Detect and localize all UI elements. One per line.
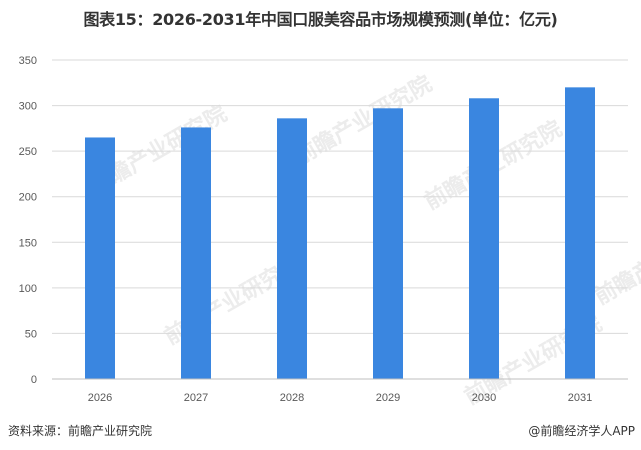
bar-chart: 前瞻产业研究院前瞻产业研究院前瞻产业研究院前瞻产业研究院前瞻产业研究院前瞻产业研… bbox=[19, 55, 641, 411]
y-tick-label: 150 bbox=[19, 237, 37, 249]
bar-2027 bbox=[181, 127, 211, 380]
bar-2030 bbox=[469, 98, 499, 379]
y-tick-label: 100 bbox=[19, 283, 37, 295]
y-tick-label: 350 bbox=[19, 55, 37, 67]
x-tick-label: 2026 bbox=[88, 392, 112, 404]
x-tick-label: 2029 bbox=[376, 392, 400, 404]
watermark-layer: 前瞻产业研究院前瞻产业研究院前瞻产业研究院前瞻产业研究院前瞻产业研究院前瞻产业研… bbox=[85, 71, 641, 411]
y-tick-label: 300 bbox=[19, 101, 37, 113]
watermark-text: 前瞻产业研究院 bbox=[590, 211, 641, 311]
credit-note: @前瞻经济学人APP bbox=[528, 424, 635, 438]
bar-2029 bbox=[373, 108, 403, 379]
x-tick-label: 2031 bbox=[568, 392, 592, 404]
x-axis-ticks: 2026 2027 2028 2029 2030 2031 bbox=[88, 392, 592, 404]
x-tick-label: 2030 bbox=[472, 392, 496, 404]
x-tick-label: 2028 bbox=[280, 392, 304, 404]
y-tick-label: 50 bbox=[25, 328, 37, 340]
y-tick-label: 200 bbox=[19, 192, 37, 204]
bar-2031 bbox=[565, 87, 595, 379]
source-note: 资料来源：前瞻产业研究院 bbox=[8, 424, 153, 438]
gridlines bbox=[52, 59, 628, 334]
bar-2028 bbox=[277, 118, 307, 380]
bar-2026 bbox=[85, 137, 115, 379]
y-tick-label: 0 bbox=[31, 374, 37, 386]
watermark-text: 前瞻产业研究院 bbox=[290, 71, 436, 171]
chart-title: 图表15：2026-2031年中国口服美容品市场规模预测(单位：亿元) bbox=[83, 10, 558, 29]
y-axis-ticks: 0 50 100 150 200 250 300 350 bbox=[19, 55, 37, 386]
y-tick-label: 250 bbox=[19, 146, 37, 158]
x-tick-label: 2027 bbox=[184, 392, 208, 404]
bars bbox=[85, 87, 595, 380]
